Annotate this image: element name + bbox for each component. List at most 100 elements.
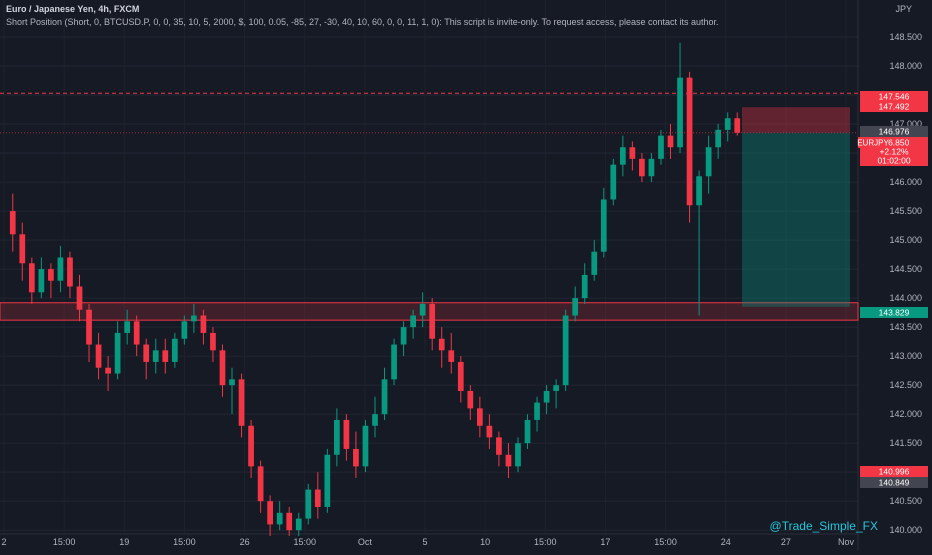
candle-body <box>563 316 569 386</box>
y-tick-label: 141.500 <box>889 438 922 448</box>
price-label: 143.829 <box>879 308 910 318</box>
candle-body <box>143 345 149 362</box>
y-tick-label: 144.500 <box>889 264 922 274</box>
candle-body <box>649 159 655 176</box>
price-label: 140.996 <box>879 467 910 477</box>
y-tick-label: 142.500 <box>889 380 922 390</box>
candle-body <box>477 408 483 425</box>
candle-body <box>201 316 207 333</box>
x-tick-label: 15:00 <box>293 537 316 547</box>
x-tick-label: 5 <box>422 537 427 547</box>
candle-body <box>553 385 559 391</box>
candle-body <box>391 345 397 380</box>
x-tick-label: 15:00 <box>534 537 557 547</box>
candle-body <box>401 327 407 344</box>
candle-body <box>639 159 645 176</box>
position-stop-zone <box>742 107 850 133</box>
candle-body <box>706 147 712 176</box>
y-tick-label: 148.500 <box>889 32 922 42</box>
price-label: 147.546 <box>879 92 910 102</box>
candle-body <box>162 350 168 362</box>
candle-body <box>181 321 187 338</box>
symbol-tag: EURJPY <box>857 139 889 148</box>
x-tick-label: 26 <box>240 537 250 547</box>
y-tick-label: 143.500 <box>889 322 922 332</box>
candle-body <box>677 78 683 148</box>
candle-body <box>248 426 254 467</box>
candle-body <box>525 420 531 443</box>
candle-body <box>239 379 245 425</box>
candle-body <box>39 269 45 292</box>
price-label: 01:02:00 <box>877 156 910 166</box>
candle-body <box>210 333 216 350</box>
candle-body <box>630 147 636 159</box>
x-tick-label: 10 <box>480 537 490 547</box>
candle-body <box>315 490 321 507</box>
x-tick-label: 15:00 <box>654 537 677 547</box>
candle-body <box>372 414 378 426</box>
candle-body <box>29 263 35 292</box>
candle-body <box>296 519 302 531</box>
candle-body <box>124 321 130 333</box>
candle-body <box>601 199 607 251</box>
candle-body <box>534 403 540 420</box>
candle-body <box>591 252 597 275</box>
y-tick-label: 143.000 <box>889 351 922 361</box>
candle-body <box>96 345 102 368</box>
position-target-zone <box>742 133 850 307</box>
candle-body <box>725 118 731 130</box>
candle-body <box>344 420 350 449</box>
candle-body <box>429 304 435 339</box>
x-tick-label: Nov <box>838 537 855 547</box>
candle-body <box>19 234 25 263</box>
candle-body <box>77 287 83 310</box>
candle-body <box>448 350 454 362</box>
candle-body <box>658 136 664 159</box>
price-label: 140.849 <box>879 478 910 488</box>
x-tick-label: 24 <box>721 537 731 547</box>
candle-body <box>334 420 340 455</box>
y-tick-label: 145.500 <box>889 206 922 216</box>
candle-body <box>467 391 473 408</box>
candle-body <box>487 426 493 438</box>
currency-label: JPY <box>895 4 912 14</box>
candle-body <box>305 490 311 519</box>
candle-body <box>324 455 330 507</box>
candle-body <box>286 513 292 530</box>
candle-body <box>620 147 626 164</box>
candle-body <box>582 275 588 298</box>
y-tick-label: 145.000 <box>889 235 922 245</box>
candle-body <box>496 437 502 454</box>
price-label: 146.976 <box>879 127 910 137</box>
candle-body <box>267 501 273 524</box>
candle-body <box>610 165 616 200</box>
x-tick-label: Oct <box>358 537 373 547</box>
x-tick-label: 19 <box>119 537 129 547</box>
candle-body <box>105 368 111 374</box>
candle-body <box>506 455 512 467</box>
candle-body <box>10 211 16 234</box>
candle-body <box>258 466 264 501</box>
x-tick-label: 15:00 <box>53 537 76 547</box>
y-tick-label: 148.000 <box>889 61 922 71</box>
candle-body <box>696 176 702 205</box>
candle-body <box>153 350 159 362</box>
candle-body <box>134 321 140 344</box>
candle-body <box>363 426 369 467</box>
candle-body <box>420 304 426 316</box>
y-tick-label: 146.000 <box>889 177 922 187</box>
watermark: @Trade_Simple_FX <box>770 519 878 533</box>
chart-title: Euro / Japanese Yen, 4h, FXCM <box>6 4 139 14</box>
y-tick-label: 140.000 <box>889 525 922 535</box>
candle-body <box>458 362 464 391</box>
candle-body <box>229 379 235 385</box>
candle-body <box>191 316 197 322</box>
candle-body <box>382 379 388 414</box>
candle-body <box>277 513 283 525</box>
candle-body <box>353 449 359 466</box>
x-tick-label: 2 <box>1 537 6 547</box>
candle-body <box>172 339 178 362</box>
candle-body <box>67 257 73 286</box>
